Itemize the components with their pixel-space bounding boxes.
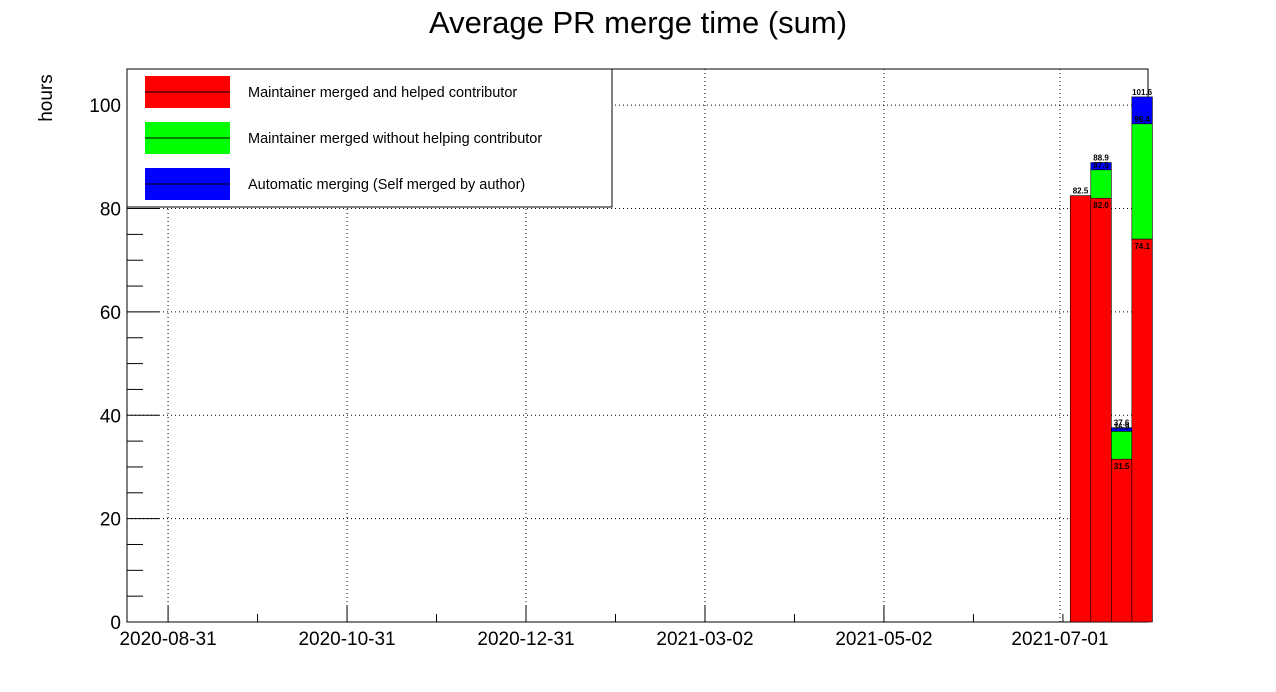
x-tick-label: 2021-03-02 [656, 629, 753, 650]
x-tick-label: 2020-08-31 [119, 629, 216, 650]
data-label: 82.0 [1093, 201, 1109, 210]
x-tick-label: 2020-12-31 [477, 629, 574, 650]
x-tick-label: 2020-10-31 [298, 629, 395, 650]
bar-segment [1069, 195, 1092, 623]
value-labels: 82.5 82.0 87.588.9 31.5 36.937.6 74.1 96.4 101.… [1073, 88, 1153, 471]
bar-segment [1090, 197, 1112, 623]
legend-entry: Maintainer merged without helping contri… [248, 131, 542, 147]
y-tick-label: 0 [110, 613, 121, 634]
x-tick-label: 2021-07-01 [1011, 629, 1108, 650]
bar-segment [1131, 123, 1153, 240]
bar-segment [1131, 96, 1153, 125]
bar-segment [1131, 238, 1153, 623]
legend-entry: Maintainer merged and helped contributor [248, 85, 517, 101]
legend: Maintainer merged and helped contributor… [126, 68, 613, 208]
bars [1069, 96, 1153, 623]
data-label: 101.6 [1132, 88, 1153, 97]
data-label: 82.5 [1073, 187, 1089, 196]
y-tick-label: 20 [100, 510, 121, 531]
data-label: 88.9 [1093, 154, 1109, 163]
data-label: 31.5 [1114, 462, 1130, 471]
data-label: 96.4 [1134, 115, 1150, 124]
bar-segment [1090, 169, 1112, 199]
bar-segment [1111, 430, 1133, 460]
x-tick-label: 2021-05-02 [835, 629, 932, 650]
data-label: 87.5 [1093, 161, 1109, 170]
bar-segment [1090, 162, 1112, 171]
data-label: 74.1 [1134, 242, 1150, 251]
y-tick-label: 60 [100, 303, 121, 324]
y-axis: 0 20 40 60 80 100 [89, 78, 159, 634]
legend-entry: Automatic merging (Self merged by author… [248, 177, 525, 193]
x-axis: 2020-08-31 2020-10-31 2020-12-31 2021-03-02… [119, 606, 1109, 650]
data-label: 37.6 [1114, 419, 1130, 428]
data-label: 36.9 [1114, 422, 1130, 431]
y-tick-label: 80 [100, 200, 121, 221]
y-tick-label: 40 [100, 406, 121, 427]
y-tick-label: 100 [89, 96, 121, 117]
bar-segment [1111, 458, 1133, 623]
y-axis-label: hours [36, 74, 57, 122]
chart-title: Average PR merge time (sum) [429, 5, 847, 40]
